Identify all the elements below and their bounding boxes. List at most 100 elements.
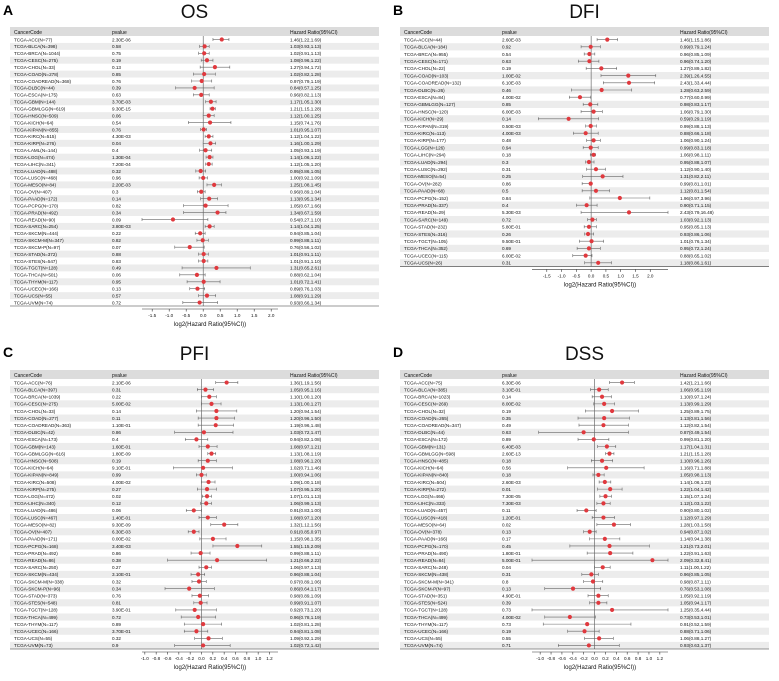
row-stripe	[10, 514, 379, 522]
row-hazard-ratio: 0.91(0.85,0.97)	[290, 530, 322, 535]
hr-point	[626, 73, 631, 78]
row-hazard-ratio: 1.28(1.03,1.58)	[680, 522, 712, 527]
row-hazard-ratio: 0.99(0.81,1.20)	[680, 437, 712, 442]
row-hazard-ratio: 0.96(0.88,1.04)	[290, 572, 322, 577]
row-pvalue: 0.82	[112, 238, 121, 243]
row-hazard-ratio: 0.77(0.60,0.99)	[680, 95, 712, 100]
row-pvalue: 0.5	[502, 189, 509, 194]
hr-point	[588, 44, 593, 49]
row-cancer-code: TCGA-BLCA(N=397)	[14, 387, 57, 392]
table-header-band	[400, 27, 769, 36]
hr-point	[591, 152, 596, 157]
hr-point	[205, 458, 210, 463]
row-cancer-code: TCGA-GBMLGG(N=619)	[14, 106, 66, 111]
row-hazard-ratio: 0.99(0.83,1.18)	[680, 145, 712, 150]
row-pvalue: 3.10E-01	[502, 387, 521, 392]
x-tick-label: 1.0	[234, 313, 241, 318]
panel-letter: D	[393, 344, 404, 360]
row-pvalue: 0.95	[112, 280, 121, 285]
hr-point	[198, 550, 203, 556]
row-hazard-ratio: 1.08(0.91,1.29)	[290, 293, 322, 298]
row-cancer-code: TCGA-PRAD(N=490)	[404, 551, 448, 556]
header-cancer-code: CancerCode	[404, 30, 432, 36]
hr-point	[214, 408, 219, 414]
row-stripe	[10, 181, 379, 189]
row-hazard-ratio: 0.98(0.87,1.11)	[680, 579, 711, 584]
hr-point	[596, 600, 601, 605]
row-pvalue: 0.02	[112, 494, 121, 499]
hr-point	[192, 85, 197, 91]
row-cancer-code: TCGA-COAD(N=103)	[404, 73, 449, 78]
row-hazard-ratio: 1.13(0.81,1.56)	[680, 416, 712, 421]
row-stripe	[400, 457, 769, 465]
hr-point	[201, 622, 206, 627]
x-tick-label: 0.5	[217, 313, 224, 318]
row-hazard-ratio: 1.06(0.79,1.30)	[680, 109, 712, 114]
row-cancer-code: TCGA-STAD(N=373)	[14, 594, 57, 599]
hr-point	[586, 643, 591, 648]
hr-point	[207, 224, 212, 229]
row-cancer-code: TCGA-LUAD(N=294)	[404, 160, 448, 165]
hr-point	[596, 472, 601, 478]
hr-point	[204, 293, 210, 298]
hr-point	[582, 629, 587, 634]
row-stripe	[10, 222, 379, 230]
row-hazard-ratio: 1.12(0.81,1.54)	[680, 189, 712, 194]
hr-point	[205, 444, 210, 449]
row-pvalue: 0.09	[112, 217, 121, 222]
row-stripe	[10, 292, 379, 300]
x-tick-label: 1.5	[251, 313, 258, 318]
row-cancer-code: TCGA-ESCA(N=172)	[404, 437, 448, 442]
row-cancer-code: TCGA-SKCM-M(N=338)	[14, 579, 64, 584]
hr-point	[201, 643, 206, 648]
row-cancer-code: TCGA-PAAD(N=171)	[14, 537, 58, 542]
x-tick-label: 1.0	[646, 656, 653, 661]
row-hazard-ratio: 1.03(0.92,1.13)	[680, 217, 712, 222]
row-pvalue: 6.00E-03	[502, 109, 521, 114]
row-stripe	[10, 400, 379, 408]
row-pvalue: 1.10E-01	[112, 423, 131, 428]
row-cancer-code: TCGA-CHOL(N=33)	[14, 409, 56, 414]
row-hazard-ratio: 1.15(0.98,1.35)	[290, 537, 322, 542]
row-pvalue: 0.73	[502, 622, 511, 627]
row-pvalue: 0.14	[502, 117, 511, 122]
row-hazard-ratio: 0.94(0.85,1.04)	[290, 231, 322, 236]
row-pvalue: 5.00E-02	[112, 402, 131, 407]
row-hazard-ratio: 1.07(0.95,1.20)	[290, 487, 322, 492]
row-cancer-code: TCGA-CESC(N=275)	[14, 58, 58, 63]
row-pvalue: 9.30E-15	[112, 106, 131, 111]
row-stripe	[10, 250, 379, 258]
row-cancer-code: TCGA-ACC(N=77)	[14, 37, 53, 42]
row-pvalue: 0.13	[502, 530, 511, 535]
row-pvalue: 0.92	[502, 45, 511, 50]
row-hazard-ratio: 0.76(0.56,1.02)	[290, 245, 322, 250]
row-stripe	[10, 457, 379, 465]
row-cancer-code: TCGA-CHOL(N=32)	[404, 409, 446, 414]
row-pvalue: 0.58	[112, 44, 121, 49]
x-tick-label: 0.5	[603, 273, 610, 278]
row-stripe	[10, 542, 379, 550]
forest-plot-pfi: CancerCode pvalue Hazard Ratio(95%CI) TCGA-…	[10, 370, 379, 671]
row-stripe	[10, 236, 379, 244]
row-cancer-code: TCGA-BRCA(N=955)	[404, 52, 448, 57]
row-cancer-code: TCGA-BLCA(N=398)	[14, 44, 57, 49]
row-hazard-ratio: 0.89(0.76,1.03)	[290, 286, 322, 291]
row-hazard-ratio: 1.14(1.06,1.23)	[680, 480, 712, 485]
row-hazard-ratio: 1.12(1.03,1.22)	[680, 501, 712, 506]
row-cancer-code: TCGA-KICH(N=64)	[404, 466, 444, 471]
row-stripe	[10, 414, 379, 422]
hr-point	[601, 501, 606, 506]
row-pvalue: 0.32	[112, 579, 121, 584]
row-hazard-ratio: 1.06(0.95,1.19)	[680, 387, 712, 392]
row-hazard-ratio: 1.09(0.92,1.29)	[290, 636, 322, 641]
hr-point	[589, 239, 594, 244]
row-cancer-code: TCGA-OV(N=378)	[404, 530, 442, 535]
row-cancer-code: TCGA-CHOL(N=22)	[404, 66, 446, 71]
hr-point	[198, 168, 203, 174]
row-cancer-code: TCGA-SKCM(N=434)	[14, 572, 59, 577]
hr-point	[588, 102, 593, 107]
hr-point	[201, 175, 206, 181]
hr-point	[591, 109, 596, 114]
row-pvalue: 4.00E-02	[502, 95, 521, 100]
row-cancer-code: TCGA-LGG(N=474)	[14, 155, 55, 160]
